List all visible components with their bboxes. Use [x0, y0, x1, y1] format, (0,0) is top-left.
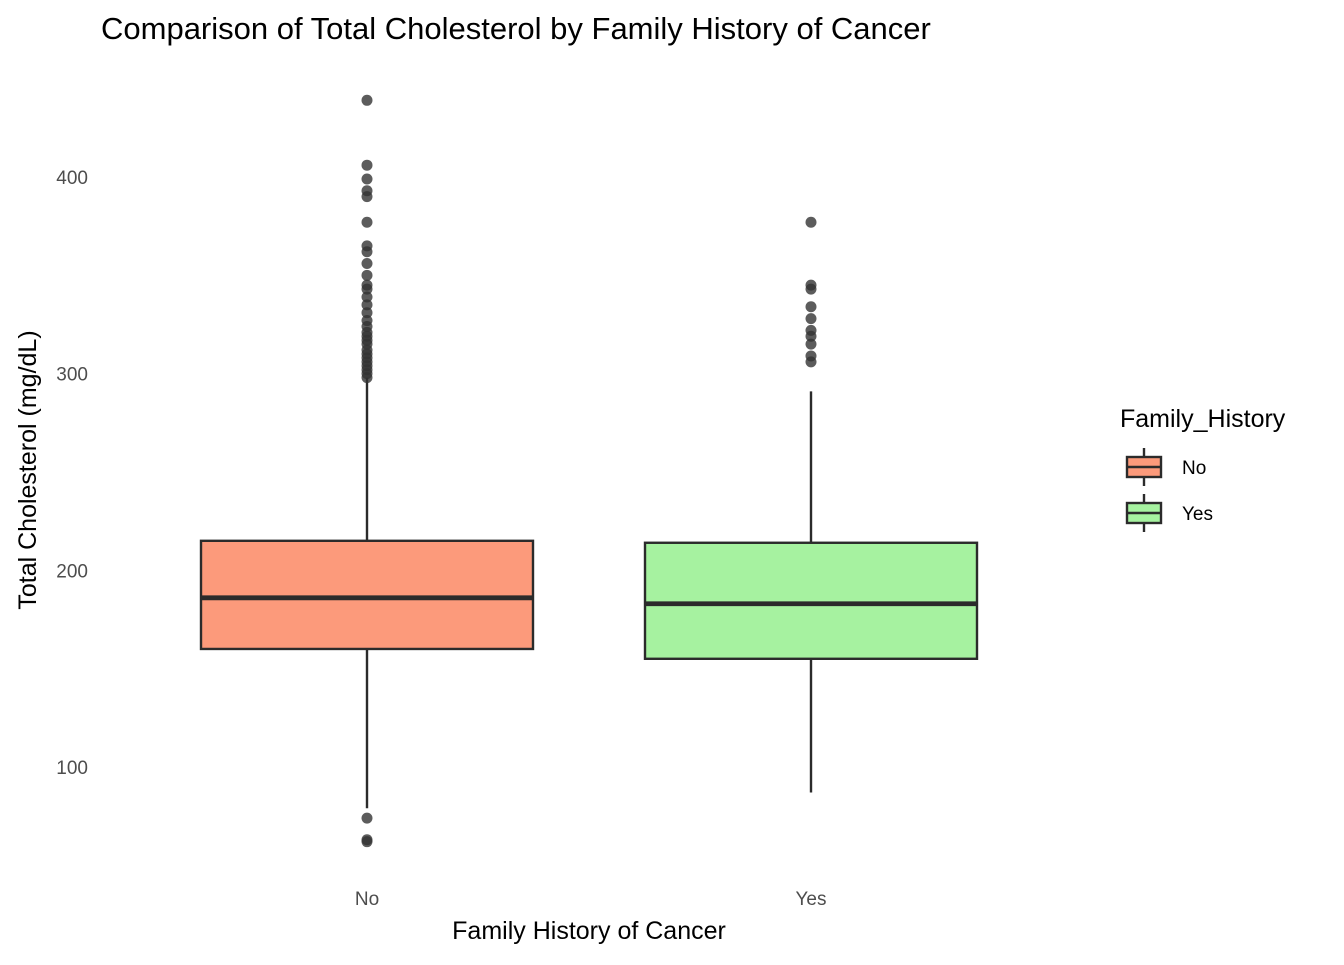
legend-title: Family_History	[1120, 405, 1286, 433]
chart-title: Comparison of Total Cholesterol by Famil…	[101, 11, 931, 46]
y-tick-label-400: 400	[56, 168, 88, 189]
outlier-point-no-9	[361, 269, 373, 281]
outlier-point-yes-0	[805, 216, 817, 228]
outlier-point-no-31	[361, 836, 373, 848]
outlier-point-no-4	[361, 191, 373, 203]
outlier-point-yes-7	[805, 338, 817, 350]
y-tick-label-200: 200	[56, 561, 88, 582]
box-group-yes	[643, 216, 979, 793]
outlier-point-yes-6	[805, 330, 817, 342]
outlier-point-no-1	[361, 159, 373, 171]
outlier-point-no-11	[361, 283, 373, 295]
outlier-point-yes-3	[805, 301, 817, 313]
outlier-point-no-12	[361, 291, 373, 303]
outlier-point-no-8	[361, 258, 373, 270]
legend-label-no: No	[1182, 458, 1206, 479]
outlier-point-yes-4	[805, 313, 817, 325]
outlier-point-no-2	[361, 173, 373, 185]
x-axis: No Yes	[355, 889, 827, 910]
box-no	[199, 539, 535, 651]
plot-area	[199, 94, 979, 848]
outlier-point-no-13	[361, 299, 373, 311]
y-tick-label-300: 300	[56, 365, 88, 386]
outlier-point-no-5	[361, 216, 373, 228]
x-tick-label-no: No	[355, 889, 379, 910]
outlier-point-no-0	[361, 94, 373, 106]
outlier-point-yes-2	[805, 283, 817, 295]
legend-label-yes: Yes	[1182, 504, 1213, 525]
outlier-point-no-14	[361, 307, 373, 319]
outlier-point-yes-9	[805, 356, 817, 368]
box-yes	[643, 541, 979, 660]
legend: Family_History No Yes	[1120, 405, 1286, 532]
x-axis-title: Family History of Cancer	[452, 917, 726, 945]
outlier-point-no-28	[361, 372, 373, 384]
box-group-no	[199, 94, 535, 848]
legend-key-no	[1125, 448, 1163, 486]
legend-key-yes	[1125, 494, 1163, 532]
y-tick-label-100: 100	[56, 758, 88, 779]
outlier-point-no-7	[361, 246, 373, 258]
x-tick-label-yes: Yes	[796, 889, 827, 910]
y-axis-title: Total Cholesterol (mg/dL)	[14, 330, 42, 609]
outlier-point-no-29	[361, 812, 373, 824]
y-axis: 100 200 300 400	[56, 168, 88, 779]
